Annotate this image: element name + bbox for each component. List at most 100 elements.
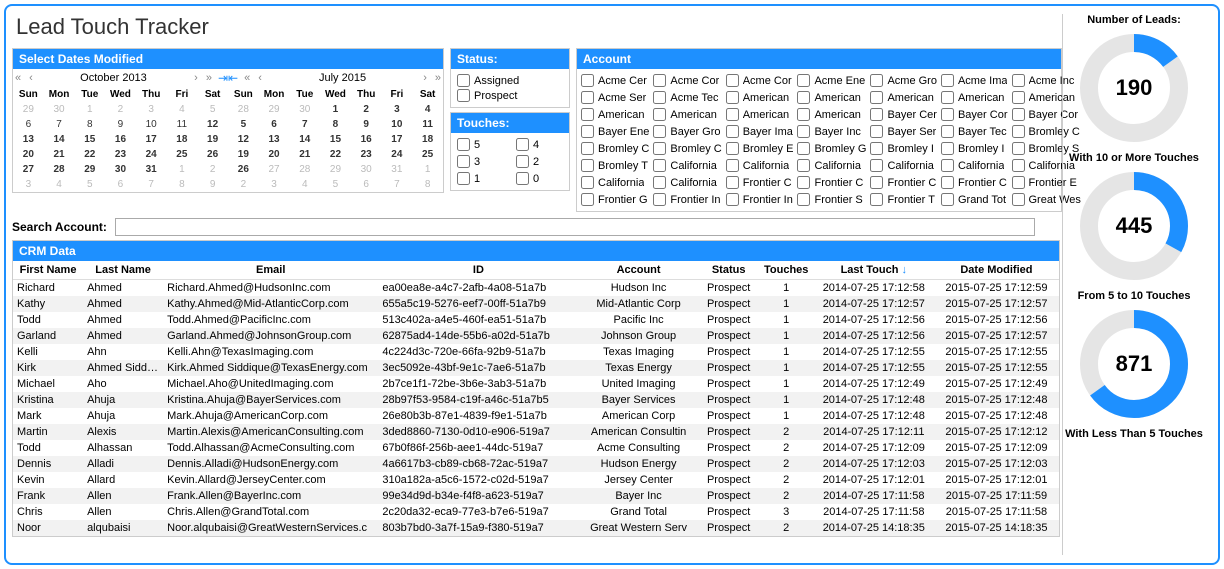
checkbox[interactable] bbox=[797, 108, 810, 121]
calendar-day[interactable]: 27 bbox=[13, 162, 44, 177]
calendar-day[interactable]: 6 bbox=[351, 177, 382, 192]
table-row[interactable]: KelliAhnKelli.Ahn@TexasImaging.com4c224d… bbox=[13, 344, 1059, 360]
account-option[interactable]: American bbox=[797, 107, 866, 122]
checkbox[interactable] bbox=[797, 142, 810, 155]
checkbox[interactable] bbox=[581, 91, 594, 104]
calendar-day[interactable]: 22 bbox=[320, 147, 351, 162]
calendar-day[interactable]: 1 bbox=[412, 162, 443, 177]
calendar-day[interactable]: 3 bbox=[259, 177, 290, 192]
calendar-day[interactable]: 9 bbox=[197, 177, 228, 192]
table-row[interactable]: KevinAllardKevin.Allard@JerseyCenter.com… bbox=[13, 472, 1059, 488]
account-option[interactable]: California bbox=[653, 175, 721, 190]
checkbox[interactable] bbox=[870, 176, 883, 189]
checkbox[interactable] bbox=[581, 142, 594, 155]
account-option[interactable]: Bayer Ser bbox=[870, 124, 937, 139]
calendar-day[interactable]: 17 bbox=[136, 132, 167, 147]
checkbox[interactable] bbox=[581, 74, 594, 87]
calendar-day[interactable]: 26 bbox=[228, 162, 259, 177]
account-option[interactable]: Bromley I bbox=[941, 141, 1008, 156]
calendar-day[interactable]: 1 bbox=[320, 102, 351, 117]
checkbox[interactable] bbox=[726, 159, 739, 172]
column-header[interactable]: ID bbox=[378, 261, 578, 280]
checkbox[interactable] bbox=[457, 74, 470, 87]
account-option[interactable]: Bayer Tec bbox=[941, 124, 1008, 139]
calendar-day[interactable]: 19 bbox=[228, 147, 259, 162]
checkbox[interactable] bbox=[581, 176, 594, 189]
checkbox[interactable] bbox=[581, 159, 594, 172]
account-option[interactable]: American bbox=[726, 90, 794, 105]
calendar-day[interactable]: 9 bbox=[105, 117, 136, 132]
account-option[interactable]: Acme Gro bbox=[870, 73, 937, 88]
account-option[interactable]: Frontier C bbox=[797, 175, 866, 190]
calendar-day[interactable]: 20 bbox=[13, 147, 44, 162]
checkbox[interactable] bbox=[457, 89, 470, 102]
calendar-day[interactable]: 21 bbox=[44, 147, 75, 162]
calendar-day[interactable]: 11 bbox=[412, 117, 443, 132]
calendar-day[interactable]: 19 bbox=[197, 132, 228, 147]
calendar-day[interactable]: 31 bbox=[382, 162, 413, 177]
checkbox[interactable] bbox=[870, 108, 883, 121]
prev-year-icon[interactable]: « bbox=[242, 72, 252, 84]
account-option[interactable]: Frontier S bbox=[797, 192, 866, 207]
account-option[interactable]: Bromley C bbox=[581, 141, 649, 156]
checkbox[interactable] bbox=[726, 125, 739, 138]
calendar-day[interactable]: 4 bbox=[167, 102, 198, 117]
column-header[interactable]: Touches bbox=[759, 261, 814, 280]
account-option[interactable]: Bromley I bbox=[870, 141, 937, 156]
calendar-left[interactable]: « ‹ October 2013 › » ⇥ SunMonTueWedThuFr… bbox=[13, 69, 228, 192]
calendar-day[interactable]: 7 bbox=[382, 177, 413, 192]
calendar-day[interactable]: 4 bbox=[44, 177, 75, 192]
table-row[interactable]: KathyAhmedKathy.Ahmed@Mid-AtlanticCorp.c… bbox=[13, 296, 1059, 312]
calendar-day[interactable]: 18 bbox=[167, 132, 198, 147]
checkbox[interactable] bbox=[516, 172, 529, 185]
account-option[interactable]: Bayer Cer bbox=[870, 107, 937, 122]
account-option[interactable]: American bbox=[581, 107, 649, 122]
calendar-right[interactable]: ⇤ « ‹ July 2015 › » SunMonTueWedThuFriSa… bbox=[228, 69, 443, 192]
next-year-icon[interactable]: » bbox=[433, 72, 443, 84]
column-header[interactable]: Email bbox=[163, 261, 378, 280]
calendar-day[interactable]: 13 bbox=[259, 132, 290, 147]
calendar-day[interactable]: 10 bbox=[382, 117, 413, 132]
range-handle-icon[interactable]: ⇤ bbox=[228, 71, 238, 85]
account-option[interactable]: California bbox=[581, 175, 649, 190]
calendar-day[interactable]: 30 bbox=[44, 102, 75, 117]
status-option[interactable]: Prospect bbox=[457, 88, 563, 103]
checkbox[interactable] bbox=[870, 159, 883, 172]
checkbox[interactable] bbox=[457, 155, 470, 168]
calendar-day[interactable]: 6 bbox=[105, 177, 136, 192]
account-option[interactable]: Acme Cer bbox=[581, 73, 649, 88]
calendar-day[interactable]: 18 bbox=[412, 132, 443, 147]
table-row[interactable]: ToddAlhassanTodd.Alhassan@AcmeConsulting… bbox=[13, 440, 1059, 456]
next-month-icon[interactable]: › bbox=[192, 72, 200, 84]
account-option[interactable]: California bbox=[941, 158, 1008, 173]
calendar-day[interactable]: 2 bbox=[197, 162, 228, 177]
calendar-day[interactable]: 25 bbox=[412, 147, 443, 162]
search-input[interactable] bbox=[115, 218, 1035, 236]
account-option[interactable]: Frontier C bbox=[941, 175, 1008, 190]
checkbox[interactable] bbox=[1012, 125, 1025, 138]
account-option[interactable]: Acme Ser bbox=[581, 90, 649, 105]
table-row[interactable]: NooralqubaisiNoor.alqubaisi@GreatWestern… bbox=[13, 520, 1059, 536]
calendar-day[interactable]: 16 bbox=[105, 132, 136, 147]
calendar-day[interactable]: 2 bbox=[351, 102, 382, 117]
calendar-day[interactable]: 13 bbox=[13, 132, 44, 147]
account-option[interactable]: Bayer Cor bbox=[941, 107, 1008, 122]
calendar-day[interactable]: 8 bbox=[74, 117, 105, 132]
table-row[interactable]: MichaelAhoMichael.Aho@UnitedImaging.com2… bbox=[13, 376, 1059, 392]
calendar-day[interactable]: 24 bbox=[136, 147, 167, 162]
checkbox[interactable] bbox=[870, 125, 883, 138]
calendar-day[interactable]: 7 bbox=[289, 117, 320, 132]
calendar-day[interactable]: 8 bbox=[412, 177, 443, 192]
calendar-day[interactable]: 28 bbox=[228, 102, 259, 117]
account-option[interactable]: Bromley C bbox=[653, 141, 721, 156]
next-month-icon[interactable]: › bbox=[421, 72, 429, 84]
calendar-day[interactable]: 9 bbox=[351, 117, 382, 132]
touches-option[interactable]: 4 bbox=[516, 137, 563, 152]
calendar-day[interactable]: 6 bbox=[13, 117, 44, 132]
calendar-day[interactable]: 23 bbox=[351, 147, 382, 162]
checkbox[interactable] bbox=[1012, 74, 1025, 87]
prev-month-icon[interactable]: ‹ bbox=[27, 72, 35, 84]
checkbox[interactable] bbox=[457, 138, 470, 151]
checkbox[interactable] bbox=[516, 155, 529, 168]
checkbox[interactable] bbox=[1012, 91, 1025, 104]
